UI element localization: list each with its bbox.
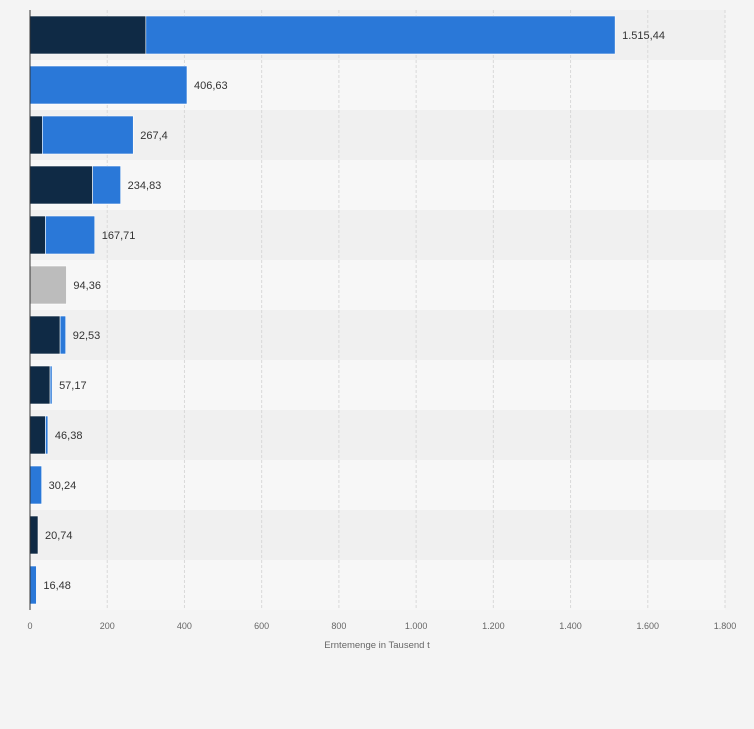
bar-segment (29, 565, 37, 605)
bar-segment (29, 265, 67, 305)
bar-value-label: 94,36 (73, 280, 101, 292)
x-tick-label: 1.200 (482, 621, 505, 631)
bar-segment (29, 65, 188, 105)
row-band (30, 310, 725, 360)
bar-segment (42, 115, 134, 155)
x-tick-label: 1.600 (637, 621, 660, 631)
x-axis-title: Erntemenge in Tausend t (324, 640, 430, 651)
bars (29, 15, 616, 605)
bar-segment (29, 165, 93, 205)
x-tick-label: 800 (331, 621, 346, 631)
bar-segment (59, 315, 67, 355)
bar-value-label: 16,48 (43, 580, 71, 592)
bar-value-label: 167,71 (102, 230, 136, 242)
bar-segment (29, 415, 46, 455)
bar-segment (49, 365, 53, 405)
x-tick-label: 600 (254, 621, 269, 631)
bar-value-label: 20,74 (45, 530, 73, 542)
bar-value-label: 234,83 (128, 180, 162, 192)
x-tick-label: 1.400 (559, 621, 582, 631)
bar-segment (29, 15, 147, 55)
bar-segment (29, 215, 46, 255)
bar-segment (145, 15, 616, 55)
value-labels: 1.515,44 406,63 267,4 234,83 167,71 94,36 92,5… (43, 30, 665, 592)
x-tick-label: 0 (27, 621, 32, 631)
x-tick-label: 400 (177, 621, 192, 631)
grid-lines (106, 10, 726, 610)
bar-segment (29, 115, 43, 155)
bar-segment (29, 465, 42, 505)
bar-segment (45, 415, 49, 455)
row-band (30, 510, 725, 560)
x-tick-label: 1.800 (714, 621, 737, 631)
bar-value-label: 30,24 (49, 480, 77, 492)
bar-segment (29, 315, 61, 355)
bar-value-label: 406,63 (194, 80, 228, 92)
bar-segment (29, 365, 51, 405)
bar-segment (29, 515, 39, 555)
row-band (30, 110, 725, 160)
row-band (30, 210, 725, 260)
bar-value-label: 46,38 (55, 430, 83, 442)
bar-segment (92, 165, 121, 205)
bar-value-label: 57,17 (59, 380, 87, 392)
x-axis-ticks: 0 200 400 600 800 1.000 1.200 1.400 1.600 1.800 (27, 621, 736, 631)
bar-value-label: 267,4 (140, 130, 168, 142)
x-tick-label: 1.000 (405, 621, 428, 631)
bar-segment (45, 215, 96, 255)
row-band (30, 410, 725, 460)
bar-value-label: 92,53 (73, 330, 101, 342)
bar-value-label: 1.515,44 (622, 30, 665, 42)
x-tick-label: 200 (100, 621, 115, 631)
